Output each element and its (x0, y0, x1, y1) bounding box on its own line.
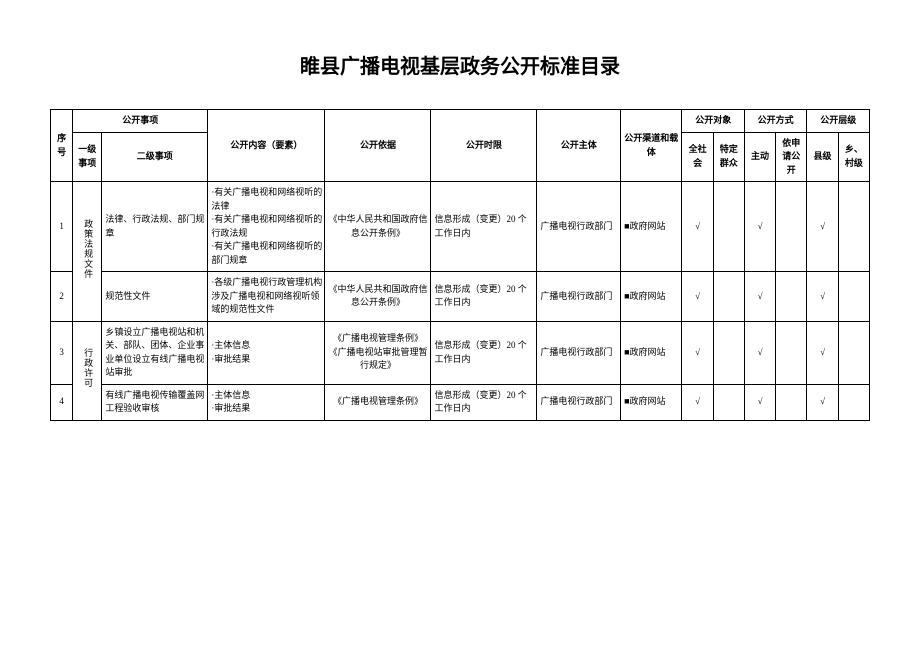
th-item-l1: 一级事项 (73, 132, 102, 182)
table-row: 3行政许可乡镇设立广播电视站和机关、部队、团体、企业事业单位设立有线广播电视站审… (51, 321, 870, 384)
th-level: 公开层级 (807, 110, 870, 133)
th-target: 公开对象 (682, 110, 744, 133)
cell-check: √ (682, 182, 713, 272)
cell-subject: 广播电视行政部门 (537, 182, 621, 272)
cell-check: √ (682, 321, 713, 384)
cell-timelimit: 信息形成（变更）20 个工作日内 (431, 321, 537, 384)
th-method-apply: 依申请公开 (776, 132, 807, 182)
cell-subject: 广播电视行政部门 (537, 272, 621, 322)
th-subject: 公开主体 (537, 110, 621, 182)
cell-content: ·有关广播电视和网络视听的法律·有关广播电视和网络视听的行政法规·有关广播电视和… (208, 182, 325, 272)
cell-timelimit: 信息形成（变更）20 个工作日内 (431, 182, 537, 272)
th-target-all: 全社会 (682, 132, 713, 182)
cell-check: √ (744, 182, 775, 272)
cell-seq: 3 (51, 321, 73, 384)
cell-l2: 有线广播电视传输覆盖网工程验收审核 (102, 384, 208, 420)
cell-check: √ (807, 321, 838, 384)
cell-check (713, 272, 744, 322)
table-row: 2 规范性文件·各级广播电视行政管理机构涉及广播电视和网络视听领域的规范性文件《中… (51, 272, 870, 322)
th-item-l2: 二级事项 (102, 132, 208, 182)
directory-table: 序号 公开事项 公开内容（要素） 公开依据 公开时限 公开主体 公开渠道和载体 … (50, 109, 870, 421)
cell-check (838, 182, 869, 272)
table-body: 1政策法规文件法律、行政法规、部门规章·有关广播电视和网络视听的法律·有关广播电… (51, 182, 870, 421)
cell-check (713, 384, 744, 420)
cell-seq: 2 (51, 272, 73, 322)
cell-check (776, 321, 807, 384)
cell-check (776, 182, 807, 272)
cell-subject: 广播电视行政部门 (537, 384, 621, 420)
cell-content: ·主体信息·审批结果 (208, 384, 325, 420)
cell-check: √ (807, 182, 838, 272)
cell-seq: 1 (51, 182, 73, 272)
th-method-active: 主动 (744, 132, 775, 182)
cell-basis: 《中华人民共和国政府信息公开条例》 (325, 272, 431, 322)
cell-check (713, 182, 744, 272)
cell-basis: 《广播电视管理条例》 (325, 384, 431, 420)
cell-check: √ (744, 384, 775, 420)
cell-timelimit: 信息形成（变更）20 个工作日内 (431, 384, 537, 420)
cell-l2: 乡镇设立广播电视站和机关、部队、团体、企业事业单位设立有线广播电视站审批 (102, 321, 208, 384)
cell-channel: ■政府网站 (621, 272, 682, 322)
table-header: 序号 公开事项 公开内容（要素） 公开依据 公开时限 公开主体 公开渠道和载体 … (51, 110, 870, 182)
th-channel: 公开渠道和载体 (621, 110, 682, 182)
th-timelimit: 公开时限 (431, 110, 537, 182)
th-seq: 序号 (51, 110, 73, 182)
cell-check (838, 384, 869, 420)
th-item: 公开事项 (73, 110, 208, 133)
cell-channel: ■政府网站 (621, 321, 682, 384)
cell-check (776, 272, 807, 322)
cell-l2: 规范性文件 (102, 272, 208, 322)
table-row: 4 有线广播电视传输覆盖网工程验收审核·主体信息·审批结果《广播电视管理条例》信息… (51, 384, 870, 420)
cell-check (713, 321, 744, 384)
th-level-county: 县级 (807, 132, 838, 182)
cell-check: √ (682, 272, 713, 322)
cell-check (838, 272, 869, 322)
cell-content: ·主体信息·审批结果 (208, 321, 325, 384)
cell-l1: 行政许可 (73, 321, 102, 420)
cell-check (776, 384, 807, 420)
cell-check: √ (807, 272, 838, 322)
th-target-spec: 特定群众 (713, 132, 744, 182)
cell-basis: 《广播电视管理条例》《广播电视站审批管理暂行规定》 (325, 321, 431, 384)
cell-check: √ (744, 321, 775, 384)
table-row: 1政策法规文件法律、行政法规、部门规章·有关广播电视和网络视听的法律·有关广播电… (51, 182, 870, 272)
cell-check (838, 321, 869, 384)
cell-check: √ (807, 384, 838, 420)
th-content: 公开内容（要素） (208, 110, 325, 182)
cell-timelimit: 信息形成（变更）20 个工作日内 (431, 272, 537, 322)
page-title: 睢县广播电视基层政务公开标准目录 (50, 50, 870, 79)
th-level-village: 乡、村级 (838, 132, 869, 182)
th-basis: 公开依据 (325, 110, 431, 182)
cell-channel: ■政府网站 (621, 384, 682, 420)
cell-basis: 《中华人民共和国政府信息公开条例》 (325, 182, 431, 272)
cell-check: √ (744, 272, 775, 322)
th-method: 公开方式 (744, 110, 806, 133)
cell-check: √ (682, 384, 713, 420)
cell-l1: 政策法规文件 (73, 182, 102, 322)
cell-seq: 4 (51, 384, 73, 420)
cell-l2: 法律、行政法规、部门规章 (102, 182, 208, 272)
cell-channel: ■政府网站 (621, 182, 682, 272)
cell-subject: 广播电视行政部门 (537, 321, 621, 384)
cell-content: ·各级广播电视行政管理机构涉及广播电视和网络视听领域的规范性文件 (208, 272, 325, 322)
